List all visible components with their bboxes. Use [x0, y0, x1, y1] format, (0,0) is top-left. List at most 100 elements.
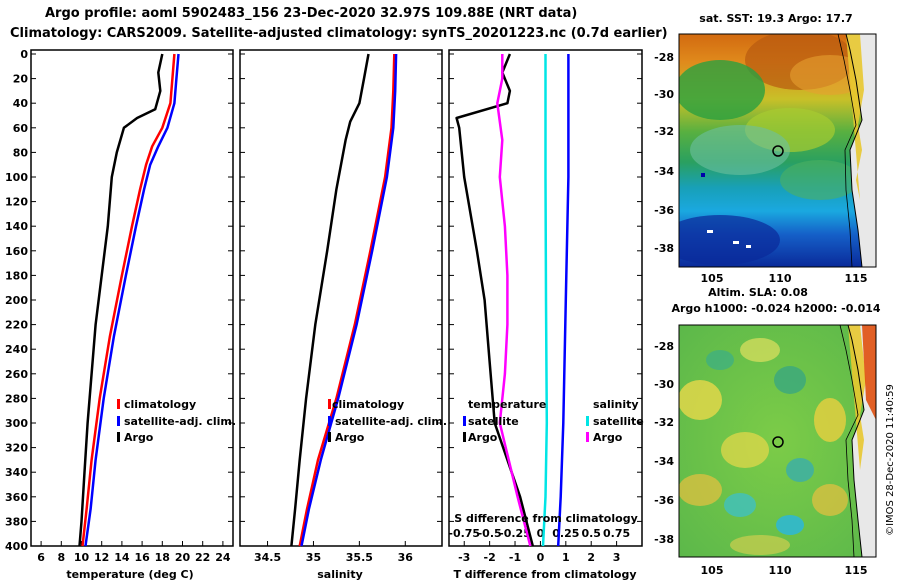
sst-map-axes: -28 -30 -32 -34 -36 -38 105 110 115: [654, 51, 867, 285]
s-diff-tick-label: 0: [537, 527, 545, 540]
depth-tick-label: 140: [5, 220, 28, 233]
legend-label-t-argo: Argo: [468, 431, 498, 444]
sla-argo-location-marker: [772, 436, 784, 448]
x-tick-label: 12: [94, 551, 109, 564]
legend-swatch-satellite: [117, 416, 120, 426]
depth-tick-label: 260: [5, 368, 28, 381]
sla-ytick-label: -32: [654, 416, 674, 429]
sla-ytick-label: -28: [654, 340, 674, 353]
x-tick-label: 16: [134, 551, 150, 564]
sst-ytick-label: -34: [654, 165, 674, 178]
legend-label-climatology: climatology: [332, 398, 404, 411]
salinity-panel: 34.5 35 35.5 36: [240, 53, 442, 564]
s-diff-tick-label: 0.5: [581, 527, 601, 540]
series-line-s-argo: [496, 54, 532, 547]
x-tick-label: 2: [587, 551, 595, 564]
series-line-climatology: [298, 53, 396, 547]
difference-top-xlabel: S difference from climatology: [454, 512, 638, 525]
depth-tick-label: 160: [5, 245, 28, 258]
title-line-2: Climatology: CARS2009. Satellite-adjuste…: [10, 26, 668, 41]
difference-panel: -3 -2 -1 0 1 2 3 -0.75-0.5-0.25 0 0.25 0.5 0.75: [448, 53, 642, 564]
x-tick-label: 8: [57, 551, 65, 564]
legend-heading-salinity: salinity: [593, 398, 639, 411]
depth-tick-label: 100: [5, 171, 28, 184]
depth-tick-label: 60: [13, 122, 29, 135]
sst-xtick-label: 105: [701, 272, 724, 285]
x-tick-label: 1: [562, 551, 570, 564]
s-diff-tick-label: -0.75: [448, 527, 480, 540]
depth-tick-label: 220: [5, 319, 28, 332]
legend-swatch-t-satellite: [463, 416, 466, 426]
series-line-t-satellite: [556, 54, 570, 547]
difference-xlabel: T difference from climatology: [453, 568, 636, 580]
legend-label-satellite: satellite-adj. clim.: [335, 415, 447, 428]
sla-ytick-label: -30: [654, 378, 674, 391]
depth-tick-label: 180: [5, 269, 28, 282]
sla-xtick-label: 110: [769, 564, 792, 577]
x-tick-label: 35.5: [346, 551, 373, 564]
imos-credit: ©IMOS 28-Dec-2020 11:40:59: [885, 384, 896, 536]
x-tick-label: 18: [155, 551, 170, 564]
x-tick-label: 22: [195, 551, 210, 564]
legend-swatch-climatology: [117, 399, 120, 409]
sst-map: [679, 34, 876, 267]
x-tick-label: 36: [398, 551, 414, 564]
sla-ytick-label: -34: [654, 455, 674, 468]
x-tick-label: 0: [537, 551, 545, 564]
series-line-argo: [78, 53, 164, 547]
depth-tick-label: 280: [5, 392, 28, 405]
x-tick-label: 24: [215, 551, 231, 564]
legend-label-satellite: satellite-adj. clim.: [124, 415, 236, 428]
legend-swatch-s-satellite: [586, 416, 589, 426]
sst-argo-location-marker: [772, 145, 784, 157]
x-tick-label: 3: [613, 551, 621, 564]
depth-tick-label: 120: [5, 196, 28, 209]
title-line-1: Argo profile: aoml 5902483_156 23-Dec-20…: [45, 6, 578, 21]
depth-axis: 0 20 40 60 80 100 120 140 160 180 200 220 240 260 280 3…: [5, 48, 28, 553]
sla-ytick-label: -38: [654, 533, 674, 546]
series-line-climatology: [81, 53, 176, 547]
sst-ytick-label: -32: [654, 125, 674, 138]
sla-map: [679, 325, 876, 557]
sla-xtick-label: 115: [845, 564, 868, 577]
series-line-satellite-adj-clim-: [300, 53, 398, 547]
legend-swatch-s-argo: [586, 432, 589, 442]
salinity-xlabel: salinity: [317, 568, 363, 580]
x-tick-label: -3: [458, 551, 470, 564]
temperature-xlabel: temperature (deg C): [66, 568, 193, 580]
legend-swatch-t-argo: [463, 432, 466, 442]
x-tick-label: 34.5: [254, 551, 281, 564]
depth-tick-label: 400: [5, 540, 28, 553]
sst-xtick-label: 115: [845, 272, 868, 285]
temperature-legend: climatology satellite-adj. clim. Argo: [117, 398, 236, 444]
depth-tick-label: 240: [5, 343, 28, 356]
series-line-s-satellite: [541, 54, 549, 547]
sst-map-frame: [678, 33, 877, 268]
sla-map-frame: [678, 324, 877, 558]
difference-panel-frame: [448, 49, 643, 547]
x-tick-label: -2: [484, 551, 496, 564]
sst-map-title: sat. SST: 19.3 Argo: 17.7: [699, 12, 852, 25]
depth-tick-label: 40: [13, 97, 29, 110]
x-tick-label: 14: [114, 551, 130, 564]
legend-label-argo: Argo: [124, 431, 154, 444]
salinity-panel-frame: [239, 49, 443, 547]
sla-xtick-label: 105: [701, 564, 724, 577]
series-line-t-argo: [455, 53, 535, 547]
depth-tick-label: 20: [13, 73, 29, 86]
depth-tick-label: 0: [20, 48, 28, 61]
x-tick-label: 35: [306, 551, 321, 564]
depth-tick-label: 320: [5, 442, 28, 455]
depth-tick-label: 300: [5, 417, 28, 430]
sst-ytick-label: -38: [654, 242, 674, 255]
series-line-argo: [290, 53, 370, 547]
depth-tick-label: 380: [5, 515, 28, 528]
legend-swatch-argo: [117, 432, 120, 442]
s-diff-tick-label: -0.25: [499, 527, 531, 540]
legend-swatch-argo: [328, 432, 331, 442]
s-diff-tick-label: 0.25: [552, 527, 579, 540]
legend-label-s-argo: Argo: [593, 431, 623, 444]
x-tick-label: -1: [509, 551, 521, 564]
temperature-panel: 6 8 10 12 14 16 18 20 22 24: [31, 53, 233, 564]
